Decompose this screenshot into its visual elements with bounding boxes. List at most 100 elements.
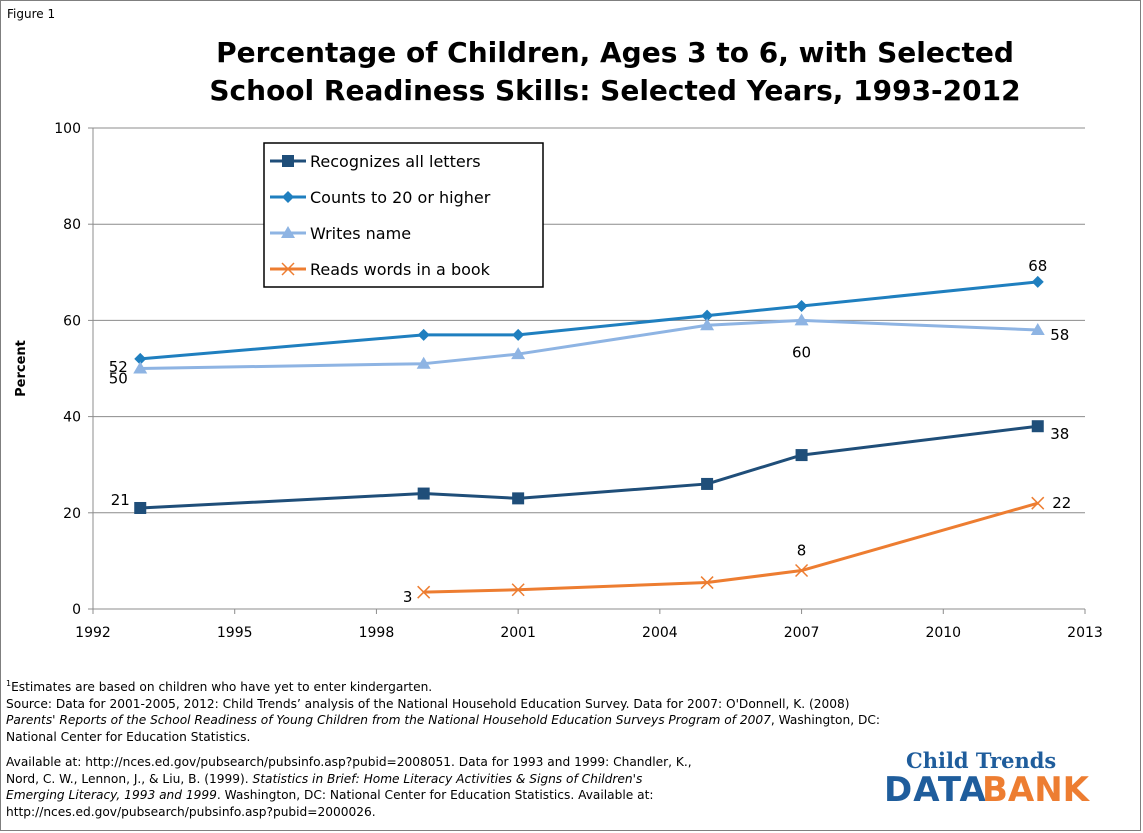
legend-label: Recognizes all letters: [310, 152, 481, 171]
x-tick-label: 2001: [500, 625, 536, 641]
line-chart: 0 20 40 60 80 100 1992 1995 1998 2001 2004 2007 2010…: [14, 121, 1103, 641]
legend-marker: [281, 226, 295, 238]
data-point-reads-words-in-a-book-stroke-b: [511, 583, 525, 597]
logo-line-1: Child Trends: [906, 748, 1057, 773]
chart-title-line-2: School Readiness Skills: Selected Years,…: [209, 74, 1021, 107]
y-tick-label: 40: [63, 410, 81, 426]
data-point-reads-words-in-a-book-stroke-b: [700, 576, 714, 590]
data-point-reads-words-in-a-book: [1031, 496, 1045, 510]
chart-title-line-1: Percentage of Children, Ages 3 to 6, wit…: [216, 36, 1014, 69]
data-point-writes-name: [511, 347, 526, 360]
data-point-recognizes-all-letters: [134, 501, 147, 514]
data-label-writes-name: 60: [792, 343, 811, 361]
legend-marker: [282, 191, 294, 203]
x-tick-label: 2007: [784, 625, 820, 641]
avail-line-3a: Emerging Literacy, 1993 and 1999: [6, 788, 217, 802]
data-point-recognizes-all-letters: [512, 492, 525, 505]
legend-marker: [281, 262, 295, 276]
data-label-counts-to-20-or-higher: 52: [109, 358, 128, 376]
data-point-counts-to-20-or-higher: [417, 328, 430, 341]
source-line-2-rest: , Washington, DC:: [770, 713, 880, 728]
data-point-counts-to-20-or-higher: [701, 309, 714, 322]
data-label-counts-to-20-or-higher: 68: [1028, 257, 1047, 275]
x-tick-label: 1992: [75, 625, 111, 641]
x-tick-label: 2010: [925, 625, 961, 641]
logo-word-bank: BANK: [982, 770, 1090, 810]
chart-title: Percentage of Children, Ages 3 to 6, wit…: [150, 34, 1080, 110]
data-label-recognizes-all-letters: 21: [111, 491, 130, 509]
data-point-reads-words-in-a-book: [417, 585, 431, 599]
y-tick-label: 20: [63, 506, 81, 522]
x-tick-label: 1995: [217, 625, 253, 641]
avail-line-4: http://nces.ed.gov/pubsearch/pubsinfo.as…: [6, 804, 376, 819]
data-point-writes-name: [1030, 323, 1045, 336]
data-label-reads-words-in-a-book: 3: [403, 588, 413, 606]
y-tick-label: 0: [72, 602, 81, 618]
child-trends-databank-logo: Child Trends DATA BANK: [876, 748, 1116, 810]
series-line-reads-words-in-a-book: [423, 501, 1039, 594]
legend-box: [263, 142, 544, 288]
source-line-2: Parents' Reports of the School Readiness…: [6, 712, 1131, 729]
y-tick-label: 100: [54, 121, 81, 137]
data-label-reads-words-in-a-book: 22: [1052, 494, 1071, 512]
availability-notes: Available at: http://nces.ed.gov/pubsear…: [6, 754, 806, 820]
legend-label: Counts to 20 or higher: [310, 188, 491, 207]
avail-line-2b: Statistics in Brief: Home Literacy Activ…: [252, 771, 643, 786]
x-tick-label: 1998: [359, 625, 395, 641]
data-point-recognizes-all-letters: [795, 449, 808, 462]
legend: Recognizes all letters Counts to 20 or hi…: [263, 142, 544, 288]
data-point-counts-to-20-or-higher: [134, 352, 147, 365]
avail-line-2a: Nord, C. W., Lennon, J., & Liu, B. (1999…: [6, 771, 253, 786]
source-title: Parents' Reports of the School Readiness…: [6, 713, 771, 728]
data-label-writes-name: 50: [109, 370, 128, 388]
data-label-reads-words-in-a-book: 8: [797, 542, 807, 560]
data-point-reads-words-in-a-book-stroke-b: [795, 563, 809, 578]
data-label-recognizes-all-letters: 38: [1050, 425, 1069, 443]
data-point-writes-name: [133, 361, 148, 374]
avail-line-2: Nord, C. W., Lennon, J., & Liu, B. (1999…: [6, 771, 806, 788]
data-point-counts-to-20-or-higher: [1031, 275, 1044, 288]
data-point-reads-words-in-a-book: [795, 563, 809, 578]
gridlines: [93, 127, 1085, 514]
footnote-marker: 1: [6, 679, 12, 688]
data-point-recognizes-all-letters: [1031, 420, 1044, 433]
data-point-recognizes-all-letters: [701, 477, 714, 490]
y-tick-label: 80: [63, 217, 81, 233]
avail-line-3b: . Washington, DC: National Center for Ed…: [216, 788, 654, 802]
source-line-3: National Center for Education Statistics…: [6, 729, 251, 744]
series-line-writes-name: [140, 318, 1038, 370]
legend-label: Writes name: [310, 224, 411, 243]
legend-marker: [282, 155, 294, 167]
notes: 1Estimates are based on children who hav…: [6, 676, 1131, 745]
figure-label: Figure 1: [7, 7, 56, 21]
data-point-reads-words-in-a-book: [700, 576, 714, 590]
y-axis-label: Percent: [14, 340, 29, 397]
data-label-writes-name: 58: [1050, 326, 1069, 344]
data-point-counts-to-20-or-higher: [795, 299, 808, 312]
data-point-recognizes-all-letters: [417, 487, 430, 500]
y-tick-label: 60: [63, 313, 81, 329]
x-tick-label: 2013: [1067, 625, 1103, 641]
data-point-writes-name: [416, 356, 431, 369]
legend-marker-stroke-b: [281, 262, 295, 276]
series-line-counts-to-20-or-higher: [140, 280, 1038, 361]
data-point-writes-name: [794, 313, 809, 326]
data-point-counts-to-20-or-higher: [512, 328, 525, 341]
data-point-reads-words-in-a-book-stroke-b: [1031, 496, 1045, 510]
footnote-text: Estimates are based on children who have…: [11, 680, 433, 695]
x-tick-label: 2004: [642, 625, 678, 641]
avail-line-3: Emerging Literacy, 1993 and 1999. Washin…: [6, 787, 806, 804]
source-line-1: Source: Data for 2001-2005, 2012: Child …: [6, 696, 850, 711]
data-point-writes-name: [700, 318, 715, 331]
data-point-reads-words-in-a-book-stroke-b: [417, 585, 431, 599]
legend-label: Reads words in a book: [310, 260, 491, 279]
series-layer: [133, 275, 1045, 599]
data-point-reads-words-in-a-book: [511, 583, 525, 597]
axes: 0 20 40 60 80 100 1992 1995 1998 2001 2004 2007 2010…: [14, 121, 1103, 641]
logo-word-data: DATA: [884, 770, 987, 810]
series-line-recognizes-all-letters: [140, 424, 1038, 510]
avail-line-1: Available at: http://nces.ed.gov/pubsear…: [6, 755, 692, 769]
footnote: 1Estimates are based on children who hav…: [6, 676, 1131, 696]
